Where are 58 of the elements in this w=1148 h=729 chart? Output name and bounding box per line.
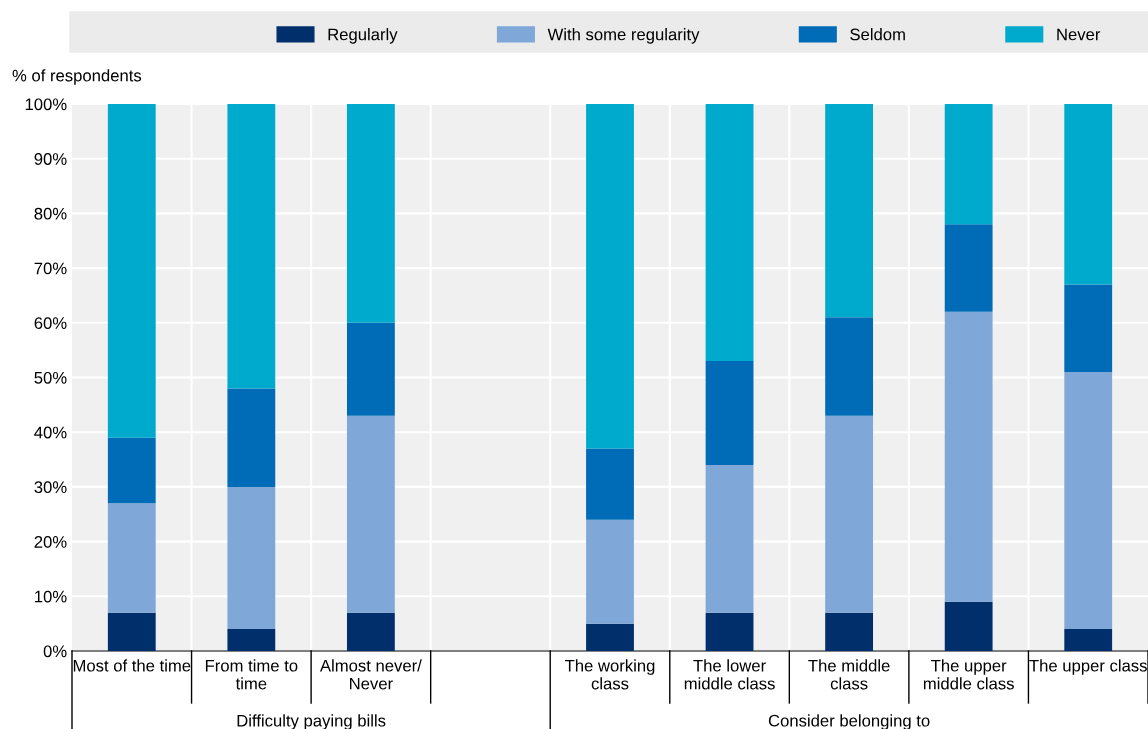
bar <box>1064 104 1113 285</box>
bar <box>705 361 754 466</box>
legend-label: Regularly <box>328 28 398 44</box>
y-tick-label: 80% <box>34 207 67 220</box>
bar <box>107 437 156 504</box>
y-tick-label: 70% <box>34 262 67 275</box>
bar <box>825 415 874 613</box>
bar <box>346 612 395 651</box>
legend-label: Never <box>1057 28 1101 41</box>
legend-label: With some regularity <box>547 28 700 44</box>
bar <box>1064 629 1113 651</box>
x-tick-label: The upper middle class <box>923 659 1014 690</box>
bar <box>346 104 395 323</box>
y-tick-label: 50% <box>34 371 67 384</box>
y-tick-label: 40% <box>34 426 67 439</box>
bar <box>586 448 634 520</box>
x-tick-label: From time to time <box>205 659 298 690</box>
bar <box>1064 372 1113 630</box>
bar <box>825 317 874 416</box>
bar <box>346 415 395 613</box>
x-tick-label: Almost never/ Never <box>319 659 422 690</box>
bar <box>227 486 276 630</box>
bar <box>586 104 634 449</box>
x-tick-label: Most of the time <box>73 659 191 672</box>
bar <box>944 311 993 602</box>
y-tick-label: 90% <box>34 153 67 165</box>
bar <box>586 623 634 651</box>
bar <box>705 104 754 362</box>
legend-label: Seldom <box>850 28 905 41</box>
y-tick-label: 100% <box>25 98 67 111</box>
bar <box>107 503 156 613</box>
y-tick-label: 20% <box>34 536 67 548</box>
bar <box>944 601 993 651</box>
x-tick-label: The middle class <box>808 659 890 690</box>
bar <box>107 612 156 651</box>
bar <box>825 104 874 318</box>
bar <box>227 104 276 389</box>
bar <box>586 519 634 624</box>
bar <box>825 612 874 651</box>
y-tick-label: 30% <box>34 481 67 494</box>
bar <box>227 629 276 651</box>
bar <box>346 322 395 416</box>
x-tick-label: The upper class <box>1029 659 1147 675</box>
bar <box>944 224 993 312</box>
y-tick-label: 60% <box>34 317 67 329</box>
text: Difficulty paying bills <box>237 714 386 729</box>
bar <box>227 388 276 487</box>
bar <box>944 104 993 225</box>
x-tick-label: The lower middle class <box>684 659 775 690</box>
y-axis-title: % of respondents <box>12 69 142 85</box>
bar <box>705 612 754 651</box>
x-tick-label: The working class <box>564 659 655 690</box>
y-tick-label: 0% <box>43 645 67 658</box>
y-tick-label: 10% <box>35 590 67 603</box>
text: Consider belonging to <box>768 714 930 729</box>
bar <box>705 465 754 613</box>
bar <box>107 104 156 438</box>
bar <box>1064 284 1113 373</box>
